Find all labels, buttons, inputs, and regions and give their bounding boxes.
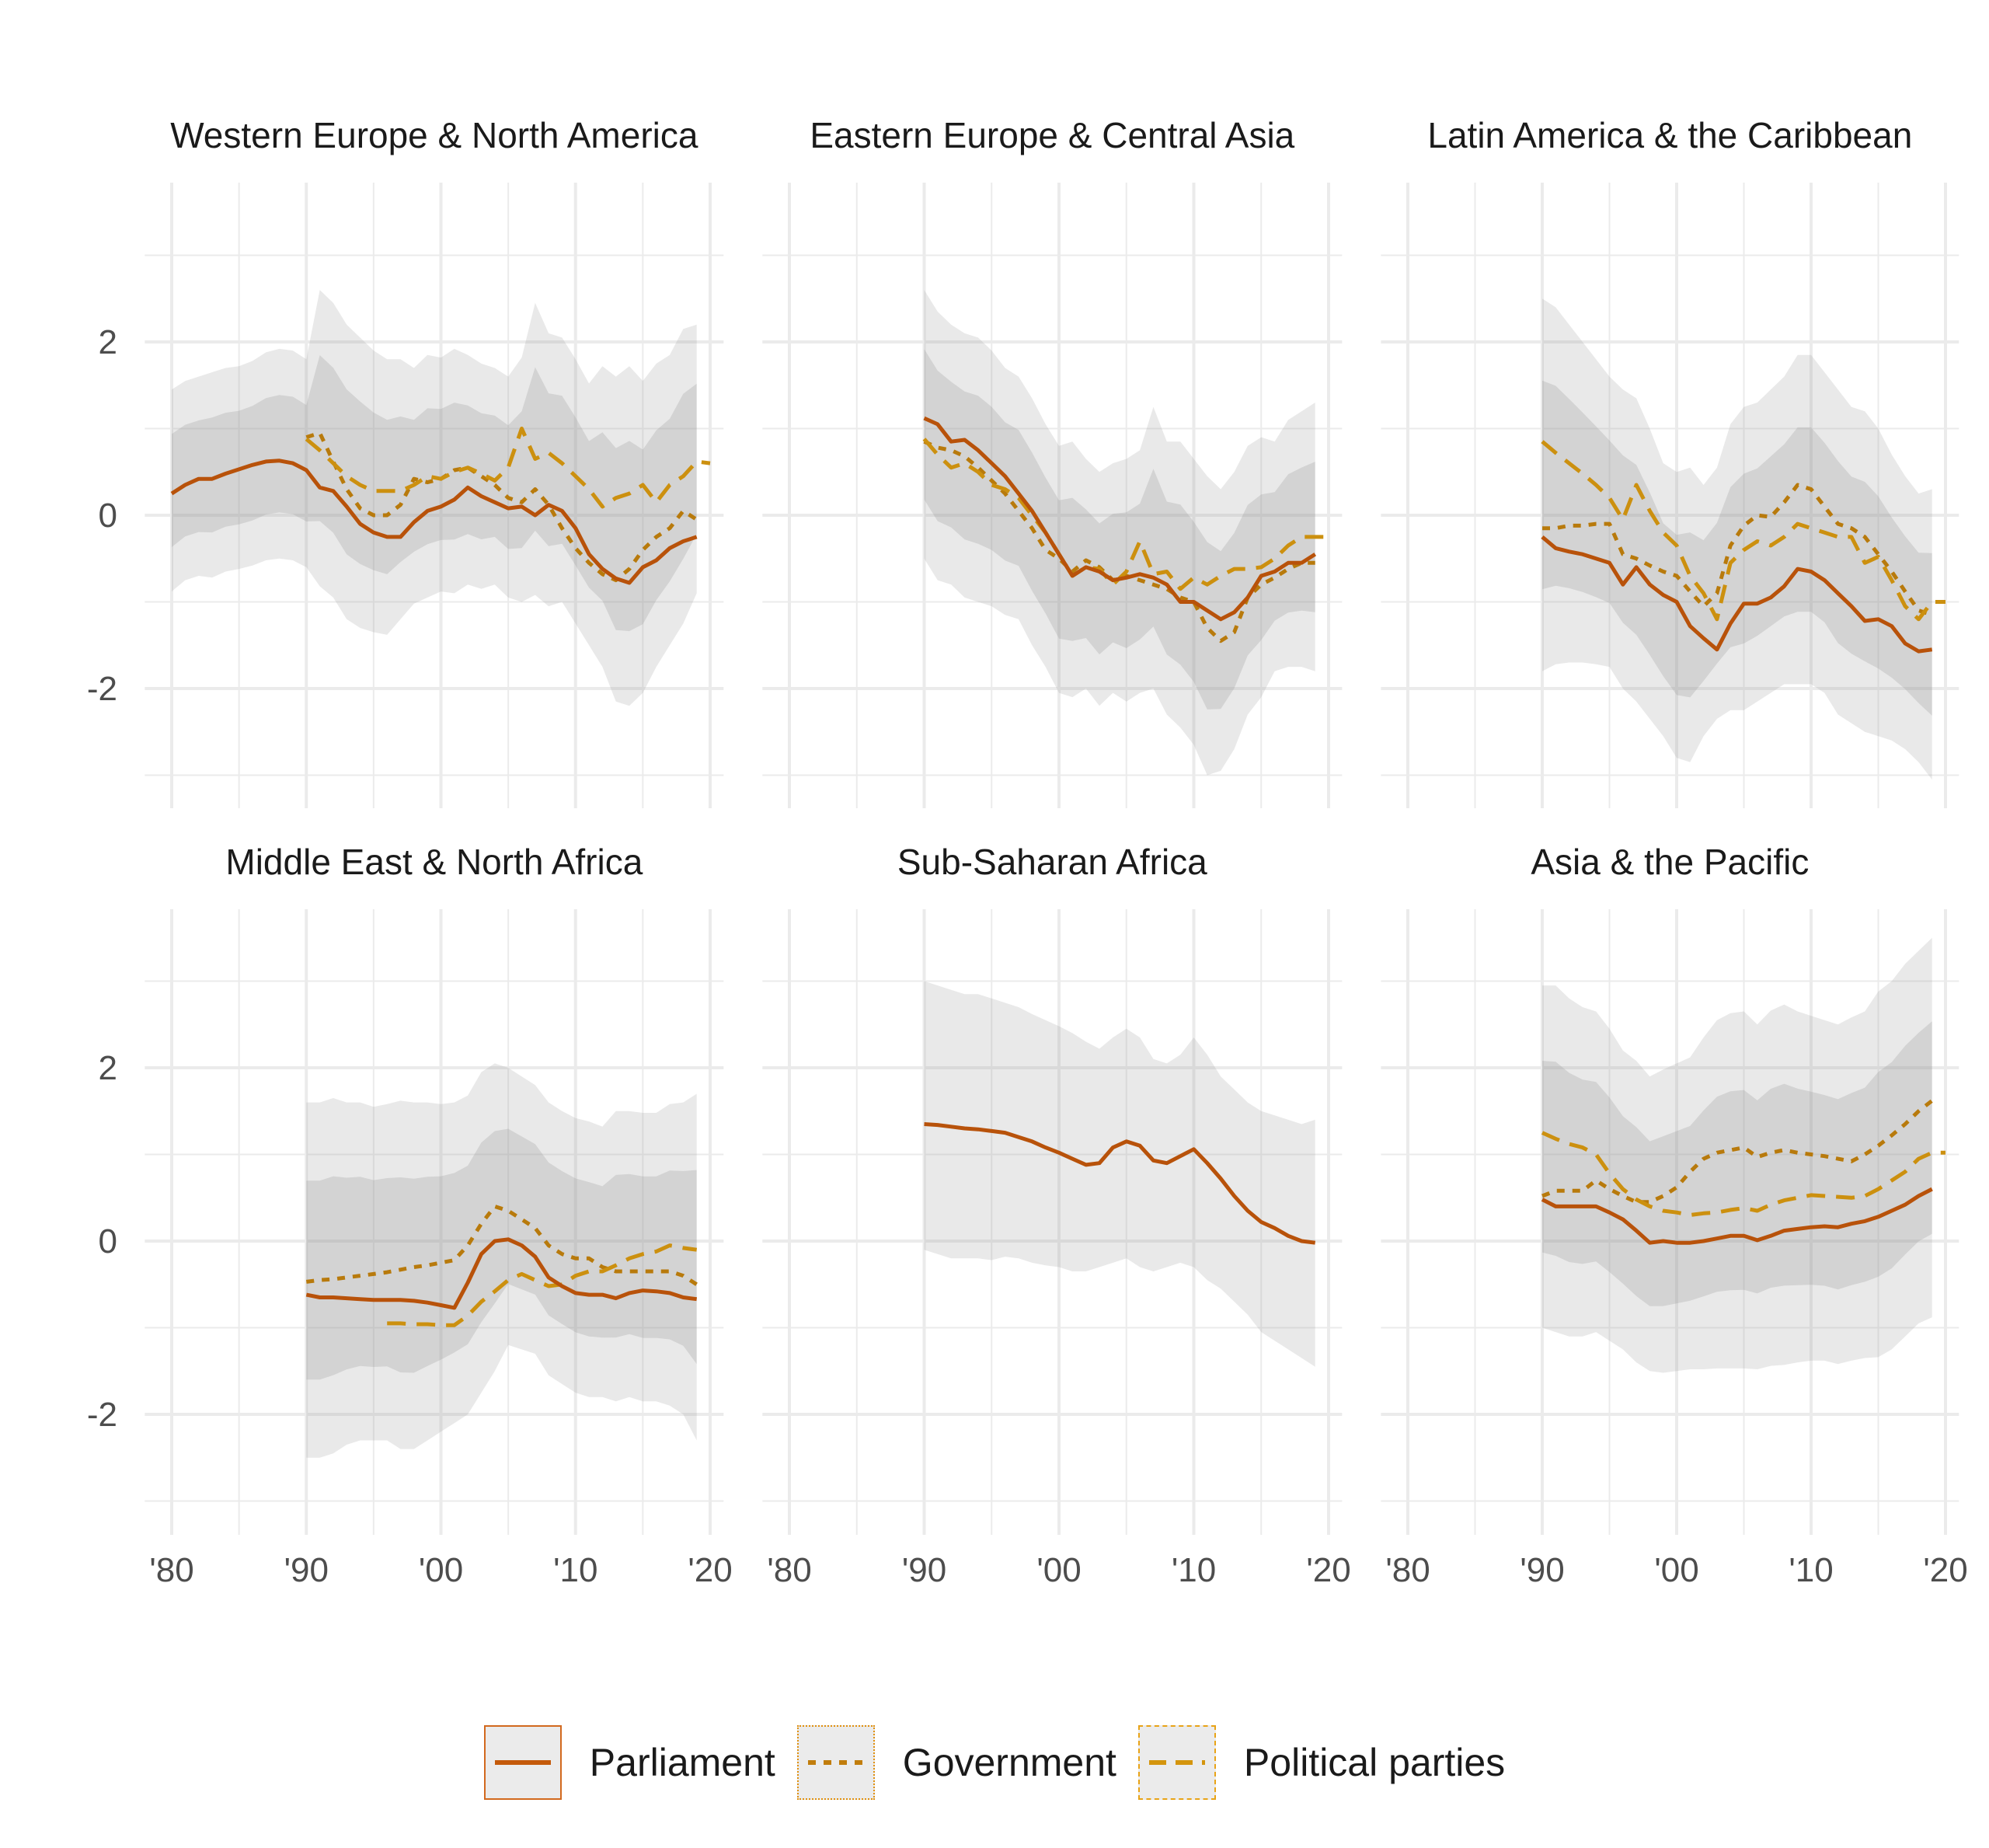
legend-item-government: Government	[796, 1725, 1116, 1800]
panel-title: Eastern Europe & Central Asia	[810, 115, 1294, 155]
legend-item-political-parties: Political parties	[1137, 1725, 1506, 1800]
x-tick-label: '10	[553, 1551, 597, 1589]
ribbon-outer	[924, 981, 1315, 1367]
panel-title: Asia & the Pacific	[1531, 842, 1809, 882]
legend-key-political-parties	[1137, 1725, 1216, 1800]
government-line	[1542, 483, 1933, 617]
y-tick-label: 2	[99, 323, 117, 361]
panel: Asia & the Pacific '80 '90 '00 '10 '20	[1381, 842, 1968, 1589]
dotted-line-icon	[807, 1760, 864, 1765]
y-tick-label: -2	[87, 670, 117, 708]
parliament-line	[170, 459, 698, 585]
panel-title: Western Europe & North America	[170, 115, 698, 155]
legend-key-parliament	[483, 1725, 562, 1800]
x-tick-label: '20	[688, 1551, 732, 1589]
x-tick-label: '90	[902, 1551, 946, 1589]
solid-line-icon	[494, 1760, 551, 1765]
ribbon-inner	[1542, 380, 1932, 716]
panel: Sub-Saharan Africa '80 '90 '00 '10 '20	[762, 842, 1351, 1589]
political-parties-line	[1541, 1131, 1945, 1217]
legend-key-government	[796, 1725, 875, 1800]
x-tick-label: '20	[1923, 1551, 1967, 1589]
government-line	[305, 431, 698, 583]
ribbon-inner	[172, 355, 697, 632]
government-line	[1541, 1099, 1934, 1205]
x-tick-label: '00	[1654, 1551, 1698, 1589]
dashed-line-icon	[1148, 1760, 1205, 1765]
panel: Middle East & North Africa -2 0 2 '80 '90 '00 '…	[87, 842, 733, 1589]
x-tick-label: '80	[767, 1551, 811, 1589]
panel: Latin America & the Caribbean	[1381, 115, 1959, 808]
x-tick-label: '90	[284, 1551, 329, 1589]
x-tick-label: '20	[1306, 1551, 1350, 1589]
legend-item-parliament: Parliament	[483, 1725, 775, 1800]
political-parties-line	[922, 438, 1329, 591]
panel: Western Europe & North America -2 0 2	[87, 115, 724, 808]
panel: Eastern Europe & Central Asia	[762, 115, 1343, 808]
ribbon-outer	[172, 290, 697, 706]
parliament-line	[923, 416, 1317, 622]
y-tick-label: 0	[99, 1222, 117, 1260]
legend-label: Government	[902, 1741, 1116, 1784]
x-tick-label: '80	[149, 1551, 193, 1589]
y-tick-label: -2	[87, 1396, 117, 1434]
x-tick-label: '90	[1520, 1551, 1564, 1589]
x-tick-label: '00	[419, 1551, 463, 1589]
y-tick-label: 0	[99, 497, 117, 535]
x-tick-label: '10	[1789, 1551, 1833, 1589]
ribbon-outer	[1542, 937, 1932, 1373]
legend-label: Political parties	[1243, 1741, 1506, 1784]
parliament-line	[1541, 1187, 1933, 1245]
x-tick-label: '80	[1385, 1551, 1430, 1589]
ribbon-outer	[306, 1063, 697, 1458]
parliament-line	[1541, 535, 1933, 654]
panel-title: Latin America & the Caribbean	[1427, 115, 1912, 155]
political-parties-line	[305, 427, 711, 509]
x-tick-label: '00	[1036, 1551, 1081, 1589]
ribbon-outer	[924, 290, 1315, 776]
panel-title: Sub-Saharan Africa	[897, 842, 1207, 882]
ribbon-outer	[1542, 298, 1932, 780]
x-tick-label: '10	[1172, 1551, 1216, 1589]
ribbon-inner	[306, 1128, 697, 1380]
parliament-line	[924, 1122, 1316, 1245]
legend: Parliament Government Political parties	[0, 1725, 1989, 1800]
parliament-line	[305, 1237, 698, 1310]
y-tick-label: 2	[99, 1049, 117, 1087]
legend-label: Parliament	[589, 1741, 775, 1784]
government-line	[305, 1204, 698, 1286]
political-parties-line	[1541, 440, 1945, 622]
panel-title: Middle East & North Africa	[225, 842, 643, 882]
